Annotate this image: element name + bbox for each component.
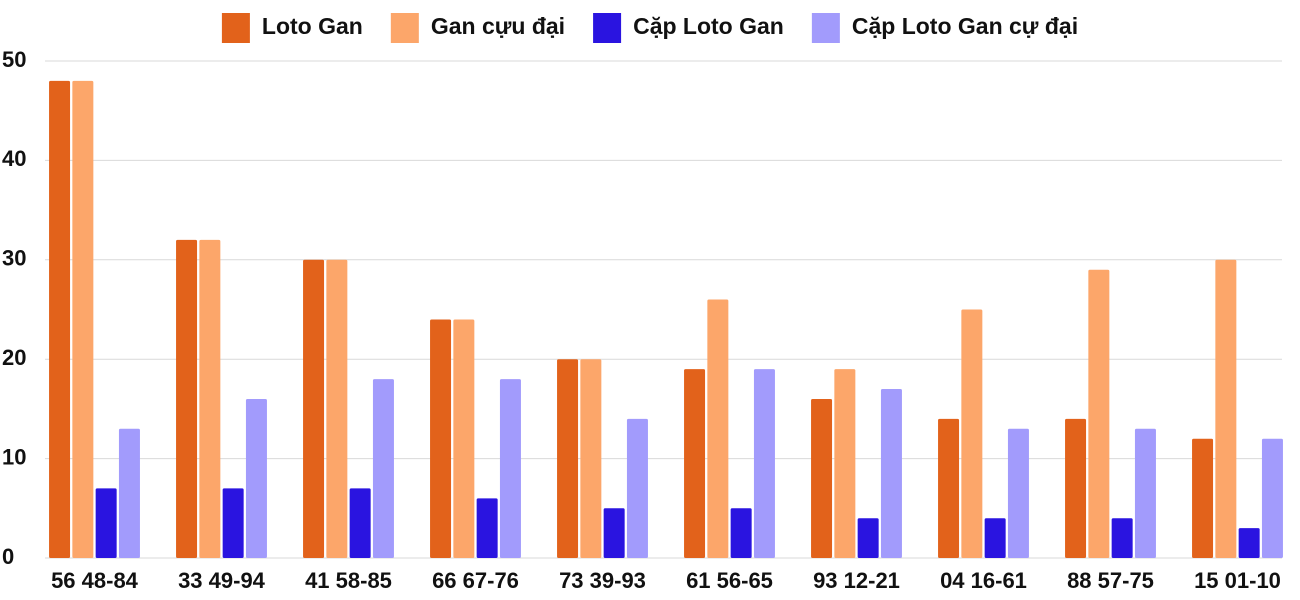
bar [349, 488, 371, 558]
bar [1261, 438, 1283, 558]
bar [372, 379, 394, 558]
x-tick-label: 88 57-75 [1067, 568, 1154, 593]
bar [1192, 438, 1214, 558]
bar [95, 488, 117, 558]
bar [1134, 428, 1156, 558]
legend-label: Cặp Loto Gan [633, 13, 784, 39]
bar [49, 80, 71, 558]
bar [811, 398, 833, 558]
bar [834, 369, 856, 558]
x-tick-label: 73 39-93 [559, 568, 646, 593]
legend-swatch [811, 13, 840, 43]
bar [476, 498, 498, 558]
bar [245, 398, 267, 558]
y-tick-label: 20 [2, 345, 26, 370]
y-tick-label: 40 [2, 146, 26, 171]
x-tick-label: 15 01-10 [1194, 568, 1281, 593]
legend-label: Loto Gan [262, 13, 363, 39]
bar [176, 239, 198, 559]
x-tick-label: 04 16-61 [940, 568, 1027, 593]
bar [1215, 259, 1237, 558]
bar [880, 389, 902, 558]
y-tick-label: 10 [2, 444, 26, 469]
bar [118, 428, 140, 558]
y-tick-label: 50 [2, 47, 26, 72]
legend-swatch [593, 13, 622, 43]
bar [1007, 428, 1029, 558]
bar [1088, 269, 1110, 558]
legend-label: Gan cựu đại [431, 13, 565, 39]
x-tick-label: 56 48-84 [51, 568, 139, 593]
bar [499, 379, 521, 558]
legend-swatch [221, 13, 250, 43]
bar [580, 359, 602, 558]
bar [557, 359, 579, 558]
bar [707, 299, 729, 558]
bar [626, 418, 648, 558]
bar [857, 518, 879, 558]
bar [430, 319, 452, 558]
bar [684, 369, 706, 558]
bar [753, 369, 775, 558]
bar [984, 518, 1006, 558]
bar [303, 259, 325, 558]
bar [1238, 528, 1260, 558]
y-tick-label: 30 [2, 246, 26, 271]
bar [730, 508, 752, 558]
x-tick-label: 93 12-21 [813, 568, 900, 593]
x-tick-label: 61 56-65 [686, 568, 773, 593]
legend-label: Cặp Loto Gan cự đại [852, 13, 1078, 39]
y-tick-label: 0 [2, 544, 14, 569]
bar [1065, 418, 1087, 558]
bar [938, 418, 960, 558]
bar [1111, 518, 1133, 558]
legend-swatch [390, 13, 419, 43]
bar [326, 259, 348, 558]
x-tick-label: 41 58-85 [305, 568, 392, 593]
bar [961, 309, 983, 558]
bar [199, 239, 221, 559]
bar [453, 319, 475, 558]
bar [72, 80, 94, 558]
x-tick-label: 66 67-76 [432, 568, 519, 593]
x-tick-label: 33 49-94 [178, 568, 266, 593]
bar [603, 508, 625, 558]
bar [222, 488, 244, 558]
